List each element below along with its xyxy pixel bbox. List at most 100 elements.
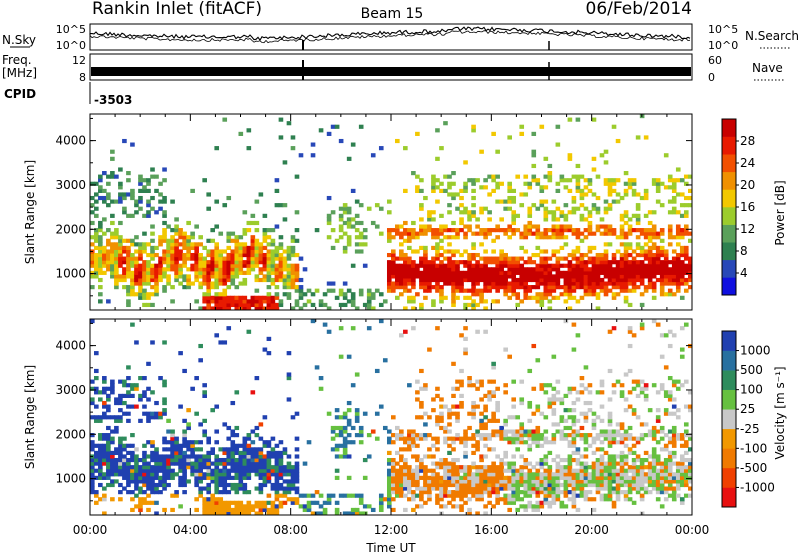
heatmap-cell bbox=[399, 252, 404, 258]
heatmap-cell bbox=[154, 465, 159, 470]
heatmap-cell bbox=[266, 479, 272, 484]
heatmap-cell bbox=[158, 454, 163, 459]
heatmap-cell bbox=[266, 292, 272, 297]
heatmap-cell bbox=[515, 285, 521, 290]
heatmap-cell bbox=[286, 397, 292, 402]
heatmap-cell bbox=[246, 146, 252, 151]
colorbar-tick-label: -1000 bbox=[740, 480, 775, 494]
heatmap-cell bbox=[102, 475, 107, 480]
heatmap-cell bbox=[350, 295, 356, 300]
heatmap-cell bbox=[238, 450, 244, 456]
heatmap-cell bbox=[258, 436, 264, 441]
heatmap-cell bbox=[431, 185, 436, 190]
heatmap-cell bbox=[655, 415, 661, 420]
heatmap-cell bbox=[499, 461, 504, 466]
heatmap-cell bbox=[471, 482, 476, 488]
heatmap-cell bbox=[130, 288, 135, 293]
heatmap-cell bbox=[198, 252, 203, 258]
heatmap-cell bbox=[595, 486, 601, 491]
heatmap-cell bbox=[122, 461, 127, 466]
heatmap-cell bbox=[419, 404, 424, 409]
heatmap-cell bbox=[551, 210, 557, 215]
heatmap-cell bbox=[651, 267, 657, 272]
heatmap-cell bbox=[463, 306, 468, 310]
heatmap-cell bbox=[395, 224, 400, 229]
heatmap-cell bbox=[439, 418, 444, 423]
heatmap-cell bbox=[419, 260, 424, 265]
y-tick-label: 4000 bbox=[55, 339, 86, 353]
heatmap-cell bbox=[214, 486, 220, 491]
heatmap-cell bbox=[515, 433, 521, 438]
heatmap-cell bbox=[455, 288, 460, 293]
heatmap-cell bbox=[667, 277, 673, 283]
heatmap-cell bbox=[455, 504, 460, 509]
heatmap-cell bbox=[242, 450, 248, 456]
heatmap-cell bbox=[118, 461, 123, 466]
heatmap-cell bbox=[531, 153, 537, 158]
heatmap-cell bbox=[663, 256, 669, 261]
heatmap-cell bbox=[623, 372, 629, 377]
heatmap-cell bbox=[535, 292, 541, 297]
heatmap-cell bbox=[571, 206, 577, 211]
heatmap-cell bbox=[447, 408, 452, 413]
heatmap-cell bbox=[619, 436, 625, 441]
heatmap-cell bbox=[386, 493, 392, 498]
heatmap-cell bbox=[455, 386, 460, 391]
heatmap-cell bbox=[222, 256, 228, 261]
heatmap-cell bbox=[242, 249, 248, 254]
heatmap-cell bbox=[595, 415, 601, 420]
heatmap-cell bbox=[571, 429, 577, 434]
heatmap-cell bbox=[631, 228, 637, 233]
heatmap-cell bbox=[170, 447, 175, 452]
heatmap-cell bbox=[583, 288, 589, 293]
heatmap-cell bbox=[439, 228, 444, 233]
heatmap-cell bbox=[619, 274, 625, 279]
heatmap-cell bbox=[274, 252, 280, 258]
heatmap-cell bbox=[471, 479, 476, 484]
heatmap-cell bbox=[118, 242, 123, 247]
heatmap-cell bbox=[411, 285, 416, 290]
heatmap-cell bbox=[535, 245, 541, 251]
heatmap-cell bbox=[679, 326, 685, 331]
heatmap-cell bbox=[270, 270, 276, 275]
heatmap-cell bbox=[262, 454, 268, 459]
nsky-left-label: N.Sky bbox=[2, 33, 36, 47]
heatmap-cell bbox=[266, 274, 272, 279]
heatmap-cell bbox=[683, 422, 689, 427]
heatmap-cell bbox=[431, 397, 436, 402]
heatmap-cell bbox=[607, 203, 613, 208]
heatmap-cell bbox=[635, 415, 641, 420]
heatmap-cell bbox=[563, 465, 569, 470]
heatmap-cell bbox=[242, 507, 248, 513]
heatmap-cell bbox=[507, 281, 512, 286]
heatmap-cell bbox=[170, 245, 175, 251]
heatmap-cell bbox=[563, 482, 569, 488]
heatmap-cell bbox=[407, 486, 412, 491]
heatmap-cell bbox=[443, 256, 448, 261]
heatmap-cell bbox=[419, 436, 424, 441]
heatmap-cell bbox=[595, 277, 601, 283]
heatmap-cell bbox=[687, 256, 692, 261]
heatmap-cell bbox=[126, 490, 131, 495]
heatmap-cell bbox=[599, 383, 605, 388]
heatmap-cell bbox=[415, 270, 420, 275]
heatmap-cell bbox=[499, 468, 504, 473]
heatmap-cell bbox=[130, 270, 135, 275]
heatmap-cell bbox=[555, 142, 561, 147]
heatmap-cell bbox=[386, 235, 392, 240]
heatmap-cell bbox=[523, 174, 529, 179]
heatmap-cell bbox=[262, 504, 268, 509]
heatmap-cell bbox=[415, 379, 420, 384]
heatmap-cell bbox=[198, 267, 203, 272]
heatmap-cell bbox=[463, 185, 468, 190]
heatmap-cell bbox=[491, 393, 496, 398]
heatmap-cell bbox=[342, 450, 348, 456]
heatmap-cell bbox=[234, 242, 240, 247]
heatmap-cell bbox=[615, 486, 621, 491]
heatmap-cell bbox=[415, 475, 420, 480]
heatmap-cell bbox=[350, 299, 356, 304]
heatmap-cell bbox=[575, 267, 581, 272]
heatmap-cell bbox=[158, 479, 163, 484]
heatmap-cell bbox=[555, 231, 561, 236]
heatmap-cell bbox=[126, 267, 131, 272]
